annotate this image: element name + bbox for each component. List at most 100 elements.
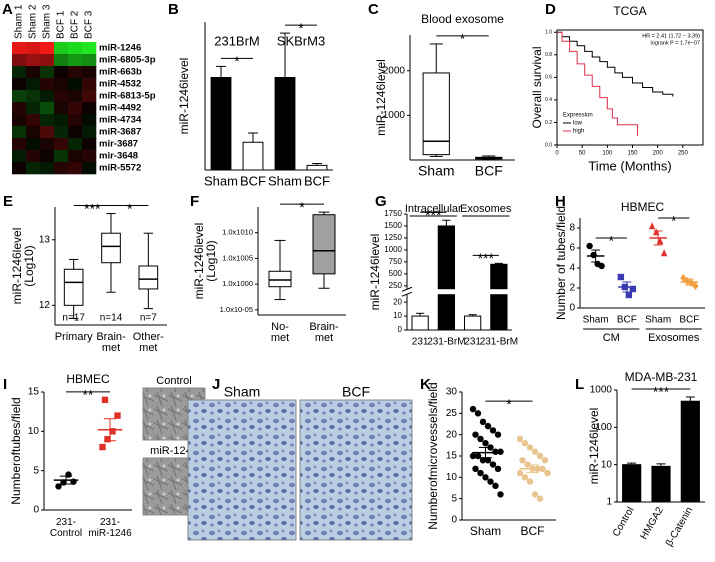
data-point [474,410,482,417]
x-tick-label: Sham [418,163,455,179]
x-tick-label: Other-met [133,331,165,354]
y-axis-title: miR-1246level [177,58,191,135]
heatmap-cell [26,42,41,55]
data-point [497,491,504,498]
box [63,268,84,306]
data-point [484,422,492,430]
x-tick-label: Primary [55,331,93,343]
y-tick-label: 30 [446,387,458,398]
heatmap-cell [82,102,97,115]
bar [210,77,232,171]
heatmap-cell [40,126,55,139]
data-point [680,274,687,282]
significance-label: * [506,396,512,412]
heatmap-cell [40,78,55,91]
box [268,270,292,288]
group-label: Intracellular [405,203,462,215]
y-tick-label: 0 [398,325,403,334]
micrograph [187,399,297,541]
y-axis-title: (Log10) [204,240,218,281]
heatmap-cell [68,78,83,91]
y-tick-label: 10 [28,426,40,437]
y-tick-label: 1.0x10-05 [220,305,253,314]
bar [437,225,456,331]
legend-title: Expression [563,113,593,119]
heatmap-cell [26,162,41,175]
x-tick-label: Sham [583,315,609,326]
column-label: Sham 1 [14,4,25,39]
panel-label: G [375,193,387,210]
survival-curve [557,31,674,97]
image-label: Control [156,375,191,387]
data-point [472,431,479,438]
significance-label: *** [84,200,101,216]
y-tick-label: 6 [569,243,575,254]
x-axis-title: Time (Months) [588,158,671,173]
data-point [692,282,699,290]
data-point [531,491,539,498]
significance-label: * [298,20,304,36]
significance-label: *** [478,250,495,266]
heatmap-cell [54,126,69,139]
panel-title: Blood exosome [421,12,504,26]
label-line: Control [50,528,82,539]
heatmap-cell [54,150,69,163]
y-axis-title: Numberoftubes/field [9,397,23,504]
label-line: Brain- [96,331,126,343]
y-tick-label: 4 [569,263,575,274]
y-tick-label: 8 [569,223,575,234]
y-tick-label: 100 [595,422,612,433]
y-tick-label: 10 [393,311,402,320]
y-tick-label: 500 [389,269,403,278]
y-tick-label: 15 [446,451,458,462]
significance-label: * [127,200,133,216]
y-tick-label: 10 [446,472,458,483]
y-tick-label: 750 [389,257,403,266]
survival-curve [557,31,639,136]
heatmap-cell [12,102,27,115]
data-point [516,435,524,443]
bar [463,315,482,331]
data-point [586,242,593,250]
label-line: met [315,332,333,344]
heatmap-cell [54,114,69,127]
heatmap-cell [40,162,55,175]
data-point [521,440,529,447]
y-tick-label: 1750 [384,209,402,218]
legend-label: low [573,121,583,127]
significance-label: * [299,199,305,215]
data-point [494,465,502,472]
heatmap-cell [26,78,41,91]
heatmap-cell [54,90,69,103]
label-line: met [271,332,289,344]
heatmap-cell [40,150,55,163]
label-line: 231- [100,517,120,528]
label-line: 231- [56,517,76,528]
heatmap-cell [68,126,83,139]
heatmap-cell [12,138,27,151]
x-tick-label: BCF [475,163,503,179]
data-point [101,396,109,404]
data-point [489,427,497,434]
heatmap-cell [12,66,27,79]
panel-label: C [368,1,379,18]
heatmap-cell [40,66,55,79]
label-line: met [102,342,120,354]
group-label: CM [603,332,620,344]
heatmap-cell [82,42,97,55]
x-tick-label: 231-miR-1246 [88,517,132,539]
panel-title: HBMEC [621,200,665,214]
box [138,265,159,290]
heatmap-cell [68,66,83,79]
heatmap-cell [26,54,41,67]
bar [411,315,429,331]
y-tick-label: 20 [393,297,402,306]
bar [242,141,264,171]
label-line: No- [271,321,289,333]
data-point [484,457,492,464]
group-label: SKBrM3 [277,33,325,48]
significance-label: * [671,213,677,229]
heatmap-cell [26,150,41,163]
y-axis-title: miR-1246level [10,228,24,305]
